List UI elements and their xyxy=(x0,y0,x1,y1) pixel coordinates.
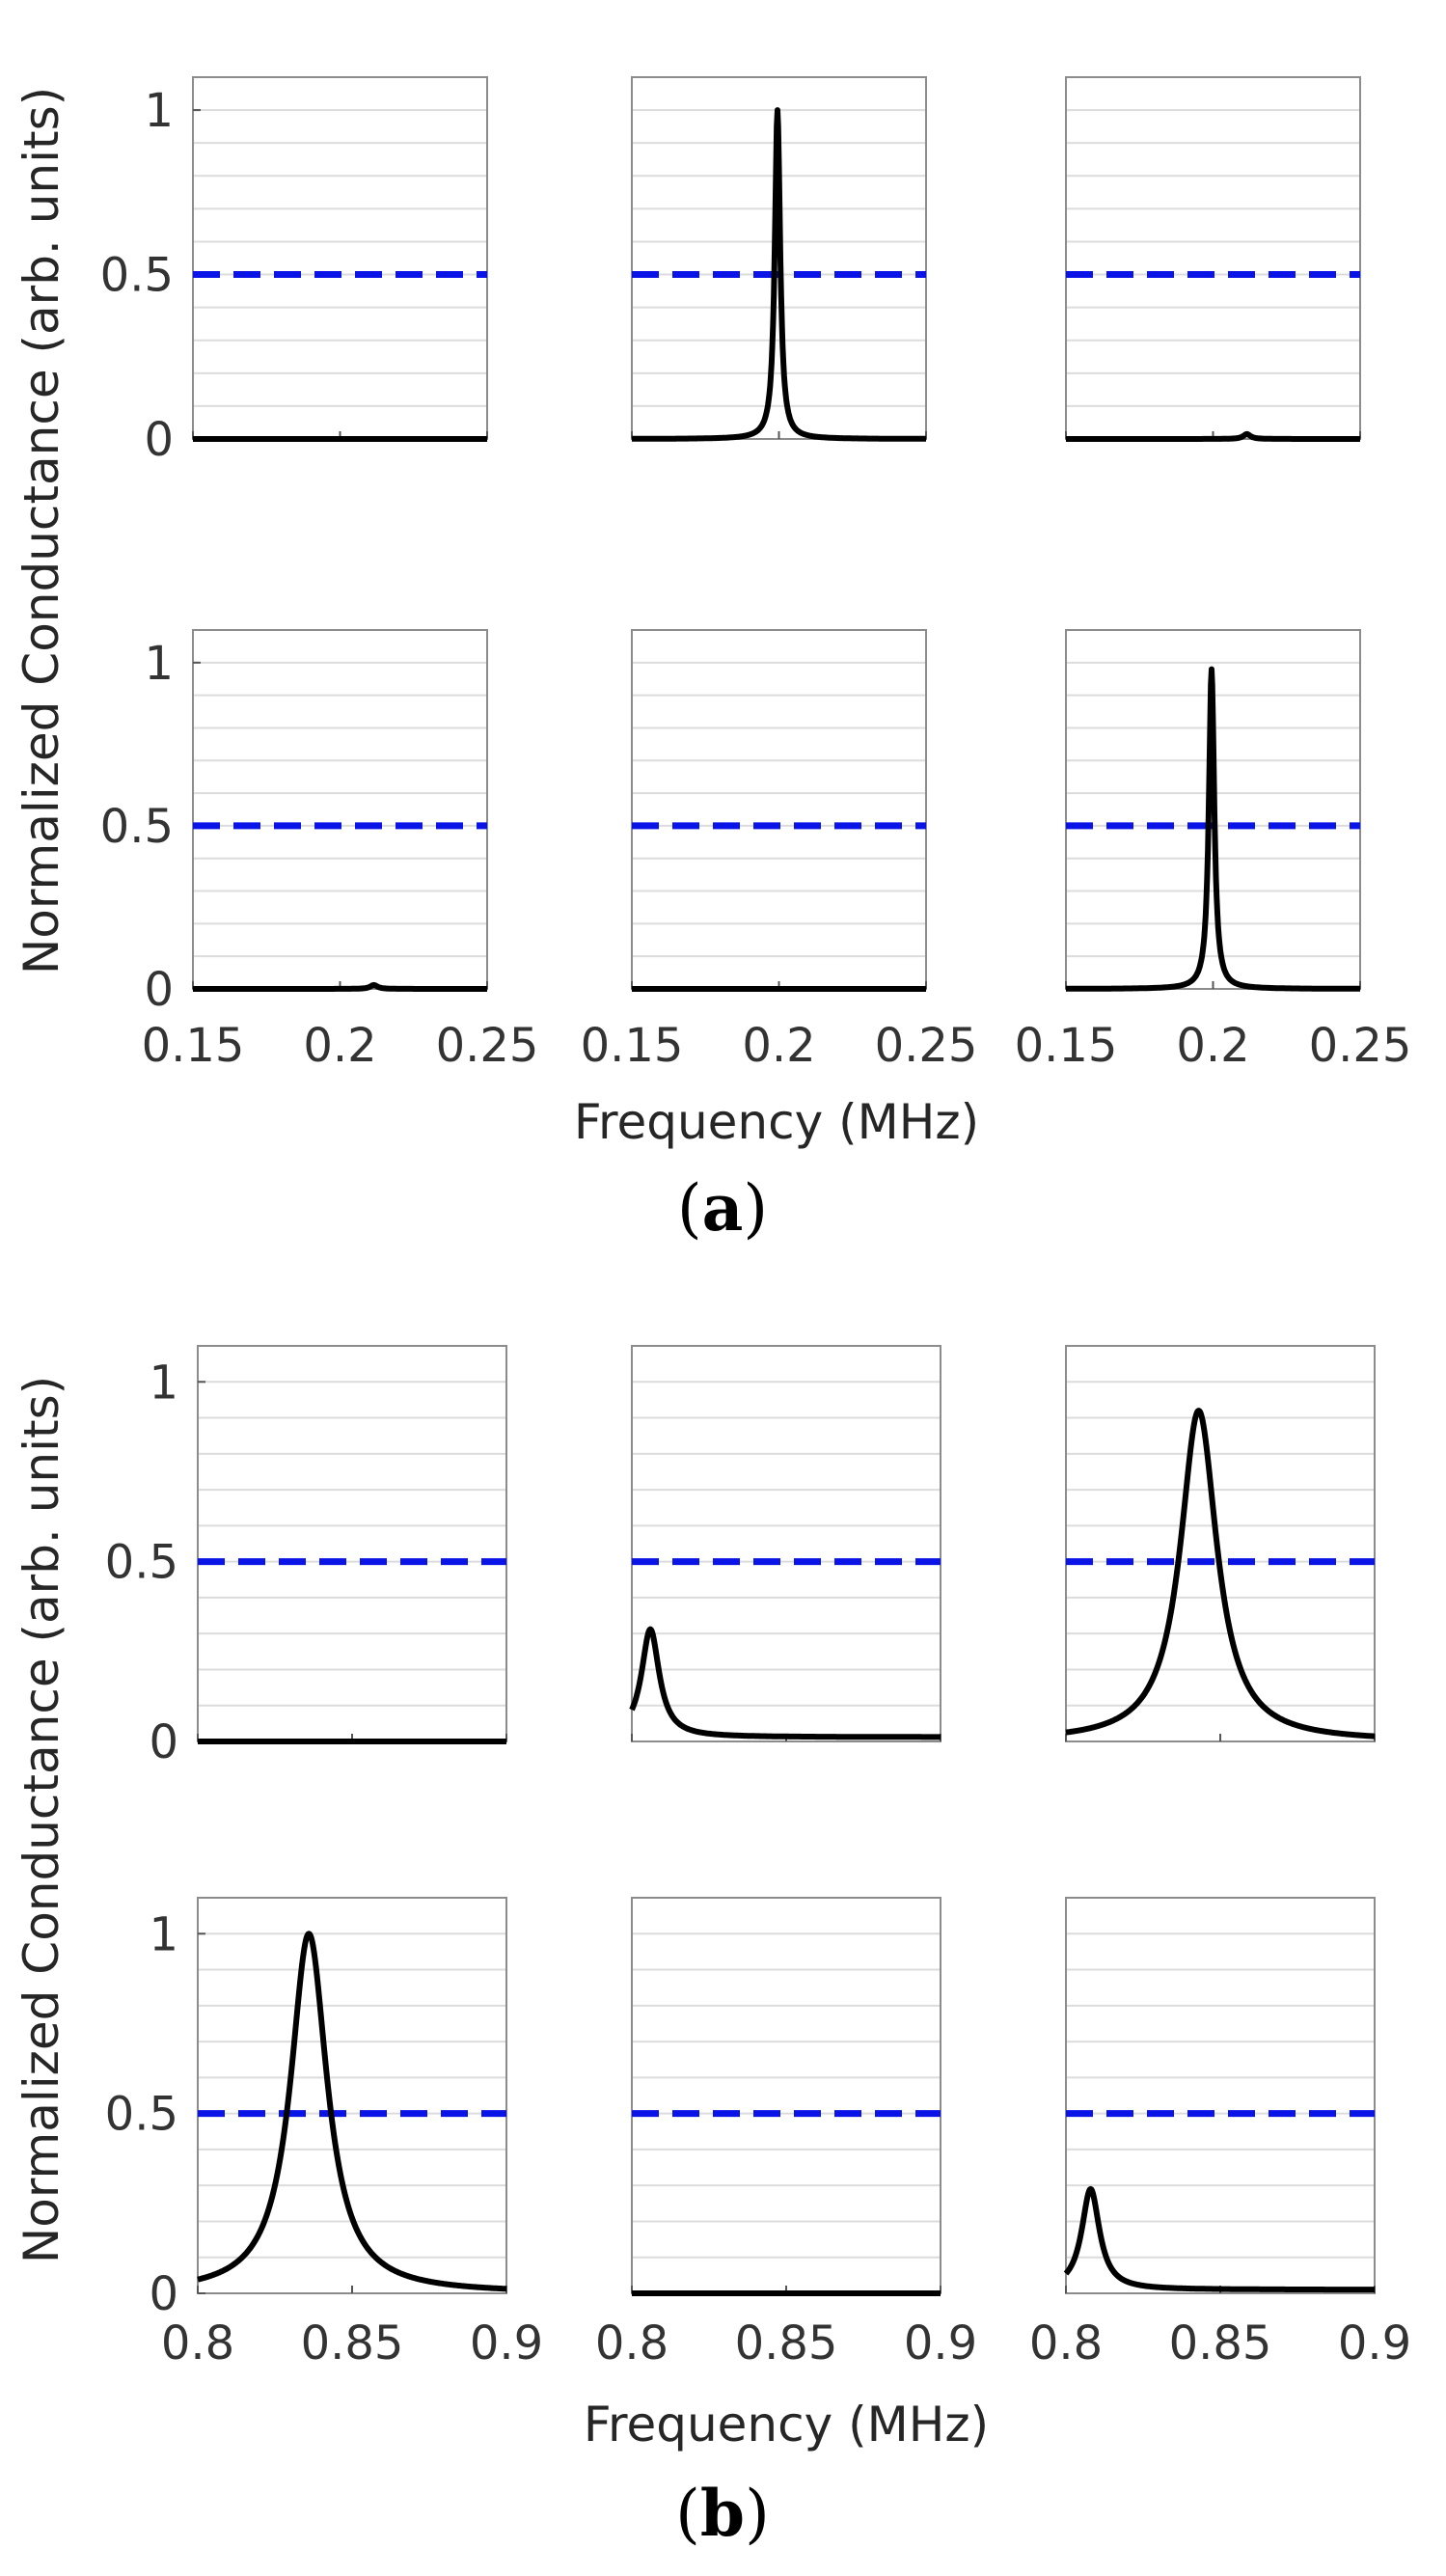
subplot-b-r2c1: 0 0.5 1 0.8 0.85 0.9 xyxy=(105,1897,543,2370)
y-tick-label: 0 xyxy=(144,963,174,1017)
axes-box xyxy=(192,76,488,440)
x-tick-label: 0.25 xyxy=(1309,1019,1412,1073)
x-tick-label: 0.85 xyxy=(735,2316,838,2370)
conductance-curve xyxy=(629,1626,943,1740)
y-tick-label: 0.5 xyxy=(100,249,174,303)
axes-box xyxy=(631,1897,941,2294)
y-tick-label: 1 xyxy=(149,1907,178,1961)
x-tick-label: 0.15 xyxy=(1015,1019,1118,1073)
conductance-curve xyxy=(1063,2185,1378,2293)
subplot-a-r2c3: 0.15 0.2 0.25 xyxy=(1015,629,1412,1073)
subplot-a-r1c3 xyxy=(1063,76,1363,442)
x-axis-title: Frequency (MHz) xyxy=(574,1094,979,1150)
subplot-b-r1c3 xyxy=(1063,1345,1378,1742)
x-tick-label: 0.25 xyxy=(875,1019,978,1073)
y-tick-label: 0.5 xyxy=(105,2088,178,2142)
x-tick-label: 0.85 xyxy=(1169,2316,1272,2370)
y-axis-title: Normalized Conductance (arb. units) xyxy=(14,1376,69,2263)
subplot-a-r2c1: 0 0.5 1 0.15 0.2 0.25 xyxy=(100,629,539,1073)
axes-box xyxy=(631,629,927,990)
y-tick-label: 1 xyxy=(144,84,174,138)
subplot-a-r2c2: 0.15 0.2 0.25 xyxy=(581,629,978,1073)
subfigure-label-b: (b) xyxy=(675,2476,770,2551)
subplot-b-r2c2: 0.8 0.85 0.9 xyxy=(595,1897,977,2370)
conductance-curve xyxy=(1063,666,1363,992)
x-tick-label: 0.85 xyxy=(301,2316,404,2370)
conductance-curve xyxy=(1063,430,1363,442)
y-tick-label: 0 xyxy=(149,2267,178,2321)
subplot-b-r1c1: 00.51 xyxy=(105,1345,509,1769)
axes-box xyxy=(192,629,488,990)
x-tick-label: 0.25 xyxy=(436,1019,539,1073)
x-tick-label: 0.8 xyxy=(161,2316,234,2370)
y-axis-title: Normalized Conductance (arb. units) xyxy=(14,87,69,974)
x-tick-label: 0.15 xyxy=(142,1019,245,1073)
x-tick-label: 0.9 xyxy=(1338,2316,1411,2370)
x-tick-label: 0.8 xyxy=(1029,2316,1103,2370)
axes-box xyxy=(1065,1345,1376,1742)
x-axis-title: Frequency (MHz) xyxy=(584,2397,989,2453)
subfigure-label-a: (a) xyxy=(677,1170,768,1246)
conductance-curve xyxy=(629,107,929,442)
y-tick-label: 0 xyxy=(144,413,174,467)
y-tick-label: 0.5 xyxy=(105,1536,178,1590)
axes-box xyxy=(1065,76,1361,440)
subplot-a-r1c2 xyxy=(629,76,929,442)
y-tick-label: 1 xyxy=(149,1356,178,1410)
axes-box xyxy=(631,1345,941,1742)
y-tick-label: 1 xyxy=(144,637,174,691)
axes-box xyxy=(1065,1897,1376,2294)
conductance-curve xyxy=(190,981,490,992)
axes-box xyxy=(197,1897,507,2294)
x-tick-label: 0.2 xyxy=(303,1019,376,1073)
subplot-a-r1c1: 00.51 xyxy=(100,76,490,467)
x-tick-label: 0.9 xyxy=(904,2316,977,2370)
conductance-curve xyxy=(195,1931,509,2292)
conductance-curve xyxy=(1063,1408,1378,1740)
y-tick-label: 0 xyxy=(149,1715,178,1769)
axes-box xyxy=(197,1345,507,1742)
x-tick-label: 0.2 xyxy=(742,1019,815,1073)
subplot-b-r1c2 xyxy=(629,1345,943,1742)
x-tick-label: 0.9 xyxy=(470,2316,543,2370)
x-tick-label: 0.8 xyxy=(595,2316,668,2370)
x-tick-label: 0.15 xyxy=(581,1019,684,1073)
x-tick-label: 0.2 xyxy=(1176,1019,1249,1073)
subplot-b-r2c3: 0.8 0.85 0.9 xyxy=(1029,1897,1411,2370)
y-tick-label: 0.5 xyxy=(100,800,174,854)
